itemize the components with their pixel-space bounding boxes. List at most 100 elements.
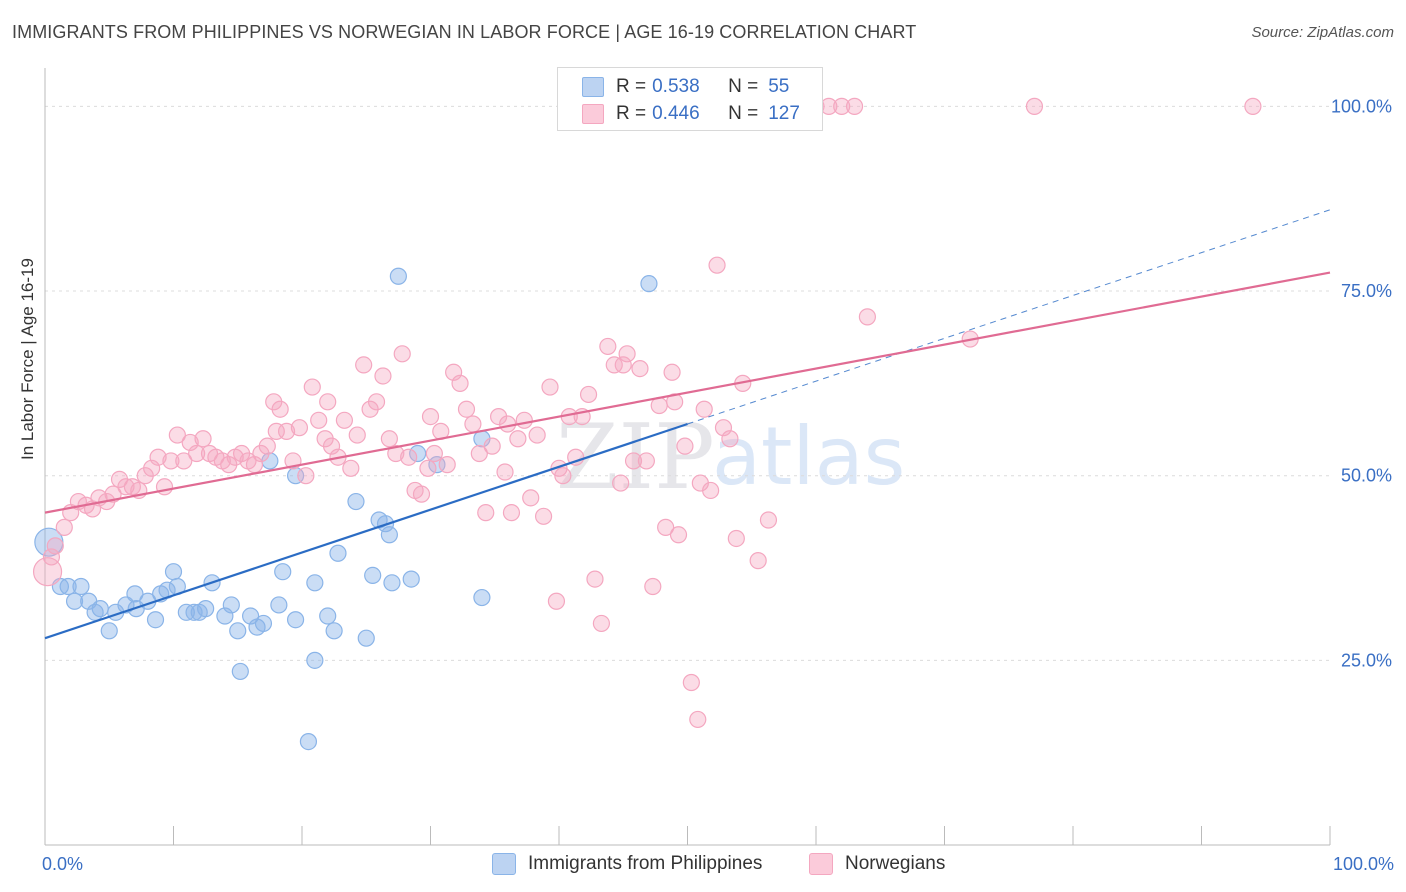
norwegians-point: [637, 452, 655, 470]
n-value: 127: [768, 103, 800, 124]
norwegians-point: [515, 411, 533, 429]
norwegians-point: [759, 511, 778, 529]
r-value: 0.538: [652, 76, 700, 97]
norwegians-point: [644, 577, 662, 596]
norwegians-point: [541, 378, 559, 396]
philippines-point: [231, 662, 249, 681]
norwegians-point: [689, 710, 707, 729]
watermark-zip: ZIP: [556, 405, 715, 510]
norwegians-point: [162, 452, 180, 470]
philippines-point: [380, 526, 398, 544]
norwegians-point: [833, 97, 851, 115]
philippines-point: [319, 607, 337, 625]
philippines-point: [59, 577, 77, 596]
r-label: R =: [616, 103, 647, 124]
norwegians-point: [335, 411, 354, 429]
watermark-atlas: atlas: [712, 410, 906, 503]
y-tick-label-2: 75.0%: [1341, 281, 1392, 301]
philippines-legend-swatch: [492, 853, 516, 875]
norwegians-legend-swatch: [809, 853, 833, 875]
philippines-trend-line: [44, 422, 688, 640]
chart-title: IMMIGRANTS FROM PHILIPPINES VS NORWEGIAN…: [12, 22, 917, 42]
philippines-point: [229, 622, 247, 640]
norwegians-point: [682, 673, 700, 692]
norwegians-point: [592, 614, 611, 633]
norwegians-point: [412, 485, 431, 503]
philippines-point: [299, 732, 318, 751]
norwegians-point: [267, 422, 285, 440]
norwegians-point: [1025, 97, 1044, 115]
norwegians-point: [1244, 97, 1262, 115]
norwegians-point: [676, 437, 694, 455]
norwegians-point: [663, 363, 681, 381]
norwegians-point: [691, 474, 709, 492]
norwegians-point: [496, 463, 514, 481]
philippines-point: [126, 585, 144, 603]
chart-source: Source: ZipAtlas.com: [1251, 24, 1394, 41]
philippines-point: [473, 588, 491, 607]
norwegians-point: [528, 426, 546, 444]
philippines-point: [364, 566, 382, 585]
norwegians-point: [727, 529, 745, 548]
norwegians-point: [348, 426, 366, 444]
norwegians-point: [624, 452, 643, 470]
norwegians-point: [605, 356, 623, 374]
norwegians-point: [618, 345, 636, 363]
norwegians-point: [290, 419, 309, 437]
philippines-point: [306, 651, 324, 669]
norwegians-point: [499, 415, 517, 433]
philippines-point: [347, 492, 365, 511]
norwegians-point: [258, 437, 276, 455]
norwegians-point: [319, 393, 337, 411]
norwegians-point: [421, 407, 440, 426]
norwegians-point: [42, 548, 61, 566]
norwegians-point: [509, 430, 527, 448]
norwegians-point: [749, 552, 767, 570]
philippines-point: [197, 600, 215, 618]
norwegians-point: [46, 537, 64, 555]
philippines-point: [409, 444, 427, 463]
norwegians-point: [599, 337, 617, 356]
norwegians-point: [117, 478, 135, 496]
n-value: 55: [768, 76, 790, 97]
norwegians-point: [614, 356, 632, 374]
philippines-point: [91, 600, 109, 618]
norwegians-point: [55, 518, 73, 536]
norwegians-point: [400, 448, 418, 466]
y-tick-label-0: 25.0%: [1341, 650, 1392, 670]
philippines-point: [306, 574, 324, 592]
norwegians-point: [470, 444, 488, 463]
norwegians-point: [845, 97, 864, 115]
x-tick-label-1: 100.0%: [1333, 854, 1394, 874]
philippines-point: [146, 611, 165, 629]
philippines-point: [389, 267, 407, 285]
norwegians-point: [721, 430, 739, 448]
philippines-point: [402, 570, 420, 588]
norwegians-point: [483, 437, 501, 455]
norwegians-swatch: [582, 104, 604, 124]
philippines-point: [274, 563, 292, 581]
norwegians-point: [631, 359, 649, 378]
norwegians-point: [612, 474, 630, 492]
norwegians-point: [271, 400, 289, 418]
philippines-point: [640, 275, 658, 293]
norwegians-point: [477, 504, 495, 522]
philippines-point: [286, 611, 305, 629]
norwegians-point: [457, 400, 476, 418]
norwegians-point: [451, 374, 469, 392]
norwegians-point: [297, 467, 315, 485]
norwegians-point: [550, 459, 568, 477]
norwegians-point: [547, 592, 566, 610]
norwegians-point: [342, 459, 360, 477]
x-tick-label-0: 0.0%: [42, 854, 83, 874]
philippines-point: [383, 574, 401, 592]
r-value: 0.446: [652, 103, 700, 124]
philippines-swatch: [582, 77, 604, 97]
norwegians-point: [657, 518, 675, 536]
norwegians-point: [393, 345, 411, 363]
series-legend-norwegians: Norwegians: [809, 851, 945, 877]
philippines-point: [164, 563, 183, 581]
philippines-point: [65, 592, 84, 610]
norwegians-point: [567, 448, 585, 466]
